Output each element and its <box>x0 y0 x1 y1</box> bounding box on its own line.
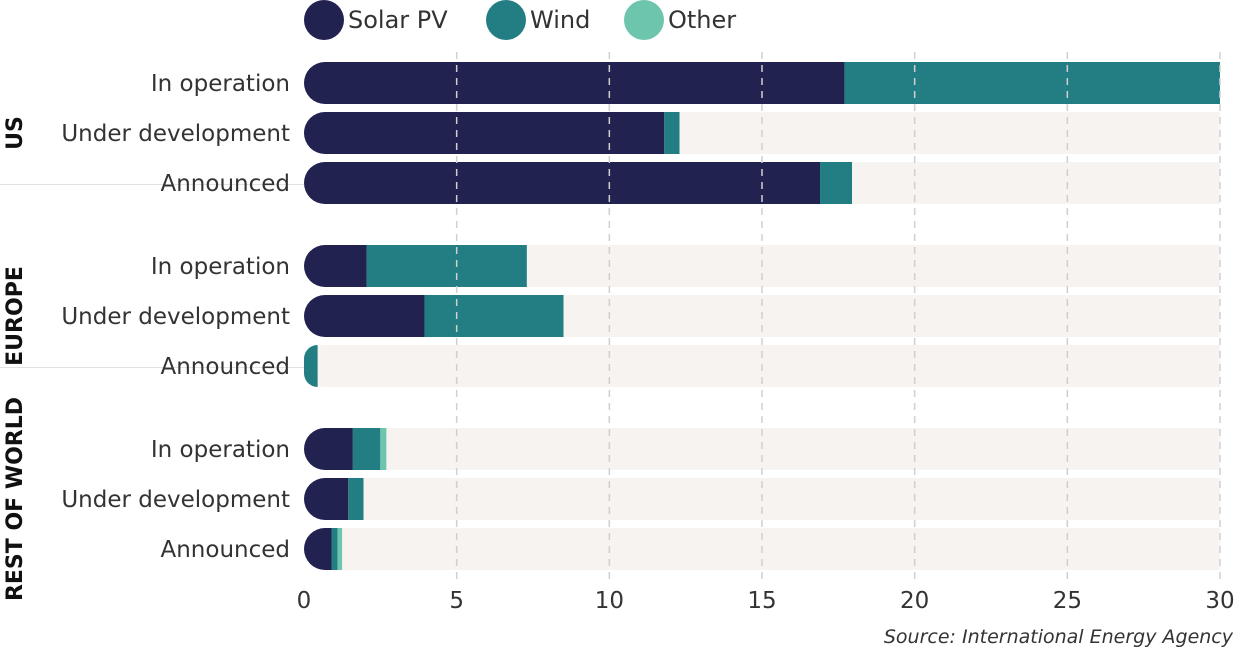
bar-segment-solar-pv <box>304 295 425 337</box>
bar-segment-other <box>380 428 387 470</box>
legend-swatch <box>486 0 526 40</box>
bar-stack <box>304 428 387 470</box>
legend-swatch <box>624 0 664 40</box>
category-label: Under development <box>61 487 290 513</box>
category-label: In operation <box>151 71 290 97</box>
legend-label: Solar PV <box>348 6 448 34</box>
bar-segment-solar-pv <box>304 428 353 470</box>
bar-stack <box>304 528 343 570</box>
x-tick-label: 25 <box>1053 588 1082 614</box>
bar-segment-solar-pv <box>304 528 332 570</box>
group-label: US <box>3 116 28 150</box>
bar-segment-solar-pv <box>304 245 367 287</box>
bar-segment-wind <box>664 112 680 154</box>
legend-swatch <box>304 0 344 40</box>
bar-stack <box>304 245 527 287</box>
x-tick-label: 15 <box>747 588 776 614</box>
x-tick-label: 5 <box>449 588 464 614</box>
group-label: REST OF WORLD <box>3 397 28 601</box>
bar-segment-solar-pv <box>304 62 845 104</box>
x-tick-label: 10 <box>595 588 624 614</box>
source-note: Source: International Energy Agency <box>884 626 1234 648</box>
category-label: Announced <box>160 354 290 380</box>
bar-segment-wind <box>366 245 527 287</box>
bar-segment-solar-pv <box>304 112 665 154</box>
bar-segment-wind <box>820 162 853 204</box>
bar-segment-solar-pv <box>304 162 821 204</box>
bar-stack <box>304 295 564 337</box>
bar-segment-solar-pv <box>304 478 349 520</box>
bar-segment-wind <box>844 62 1220 104</box>
category-label: Announced <box>160 537 290 563</box>
legend-label: Wind <box>530 6 590 34</box>
bar-segment-wind <box>331 528 338 570</box>
category-label: Announced <box>160 171 290 197</box>
category-label: Under development <box>61 304 290 330</box>
x-tick-label: 20 <box>900 588 929 614</box>
bar-stack <box>304 478 364 520</box>
category-label: In operation <box>151 437 290 463</box>
bar-segment-wind <box>348 478 364 520</box>
bar-stack <box>304 162 853 204</box>
bar-segment-wind <box>304 345 318 387</box>
group-label: EUROPE <box>3 266 28 366</box>
bar-segment-wind <box>424 295 564 337</box>
bar-segment-other <box>337 528 343 570</box>
legend: Solar PV Wind Other <box>304 0 736 40</box>
x-tick-label: 0 <box>297 588 312 614</box>
bar-stack <box>304 62 1220 104</box>
legend-label: Other <box>668 6 736 34</box>
category-label: Under development <box>61 121 290 147</box>
bar-segment-wind <box>352 428 381 470</box>
bar-stack <box>304 112 680 154</box>
x-tick-label: 30 <box>1205 588 1234 614</box>
category-label: In operation <box>151 254 290 280</box>
bar-stack <box>304 345 318 387</box>
